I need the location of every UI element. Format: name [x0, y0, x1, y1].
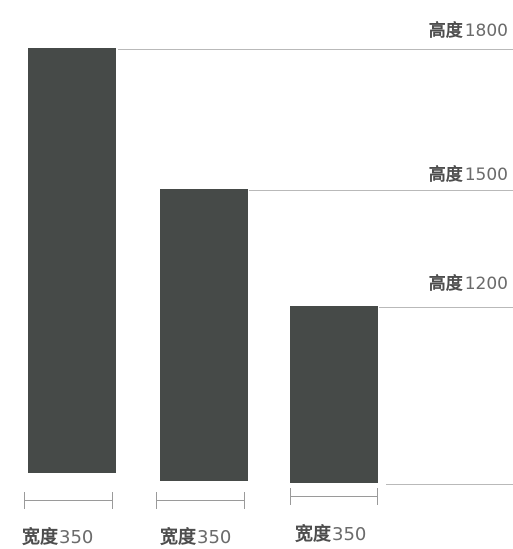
width-label-text: 宽度	[160, 527, 196, 548]
dimension-tick-left	[24, 492, 25, 509]
width-dimension-1	[24, 490, 113, 510]
height-label-text: 高度	[428, 21, 463, 41]
bar-height-1800	[28, 48, 116, 473]
height-label-1200: 高度 1200	[429, 269, 508, 294]
dimension-line	[156, 500, 245, 501]
height-label-1800: 高度 1800	[429, 16, 508, 41]
width-value: 350	[332, 524, 367, 545]
width-label-1: 宽度350	[22, 523, 93, 549]
height-guide-1800	[118, 49, 513, 50]
dimension-tick-left	[156, 492, 157, 509]
dimension-tick-right	[112, 492, 113, 509]
dimension-tick-left	[290, 488, 291, 505]
dimension-tick-right	[244, 492, 245, 509]
baseline-guide	[386, 484, 513, 485]
height-label-text: 高度	[428, 165, 463, 185]
width-dimension-3	[290, 486, 378, 506]
height-value: 1200	[464, 274, 508, 294]
width-label-text: 宽度	[295, 524, 331, 545]
width-label-3: 宽度350	[295, 520, 366, 546]
dimension-tick-right	[377, 488, 378, 505]
height-value: 1500	[464, 165, 508, 185]
width-label-2: 宽度350	[160, 523, 231, 549]
width-label-text: 宽度	[22, 527, 58, 548]
bar-height-1200	[290, 306, 378, 483]
width-value: 350	[59, 527, 94, 548]
height-guide-1500	[249, 190, 513, 191]
height-label-1500: 高度 1500	[429, 160, 508, 185]
height-value: 1800	[464, 21, 508, 41]
width-value: 350	[197, 527, 232, 548]
bar-height-1500	[160, 189, 248, 481]
height-label-text: 高度	[428, 274, 463, 294]
height-guide-1200	[379, 307, 513, 308]
width-dimension-2	[156, 490, 245, 510]
dimension-line	[290, 496, 378, 497]
dimension-line	[24, 500, 113, 501]
